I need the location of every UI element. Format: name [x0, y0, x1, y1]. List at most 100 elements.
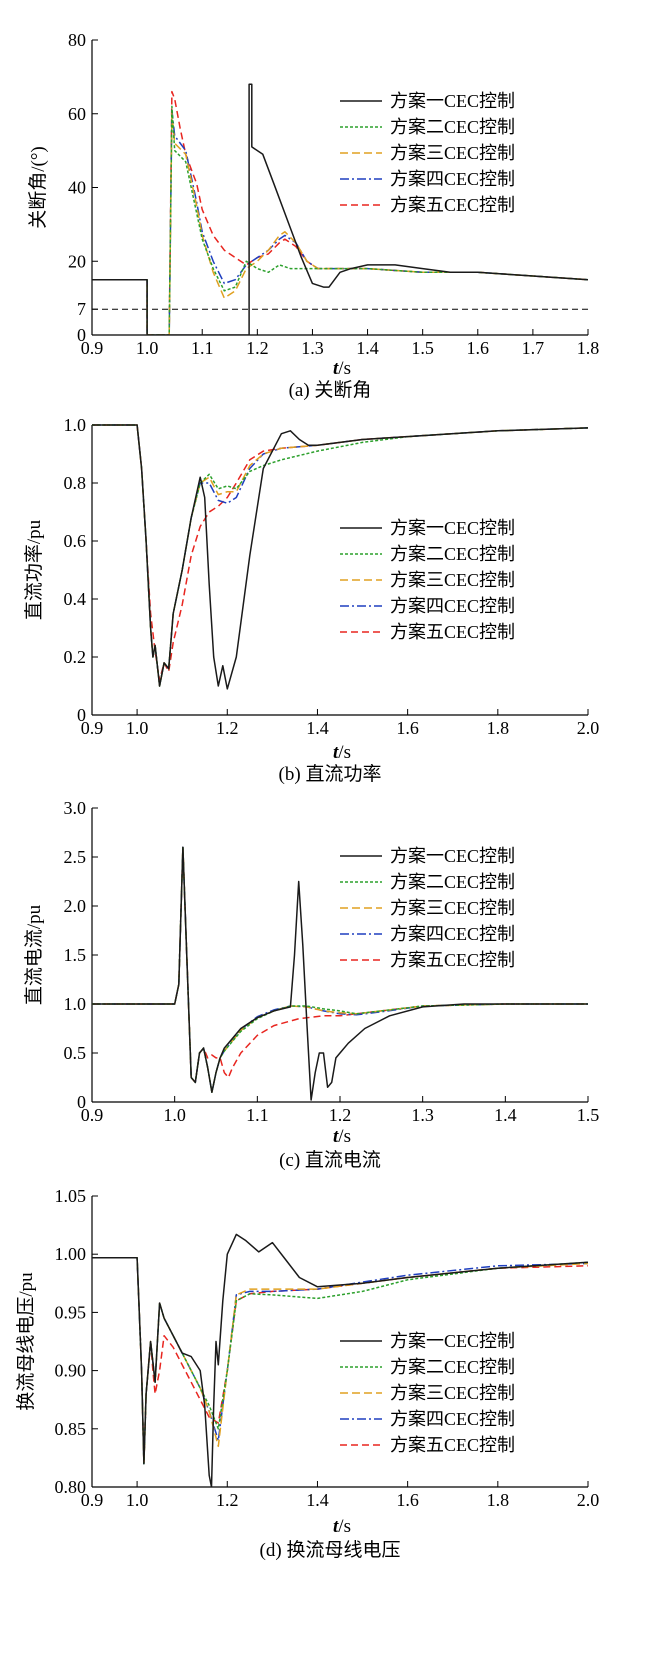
y-tick-label: 7: [77, 299, 86, 319]
y-tick-label: 0.90: [55, 1361, 87, 1381]
x-tick-label: 1.3: [301, 338, 324, 358]
legend-label-1: 方案一CEC控制: [390, 91, 515, 111]
series-line-5: [92, 846, 588, 1084]
x-tick-label: 1.4: [494, 1105, 517, 1125]
x-tick-label: 1.2: [216, 1490, 239, 1510]
y-tick-label: 0.85: [55, 1419, 87, 1439]
legend-label-4: 方案四CEC控制: [390, 924, 515, 944]
series-line-1: [92, 846, 588, 1101]
y-tick-label: 0.8: [64, 473, 87, 493]
y-tick-label: 1.00: [55, 1244, 87, 1264]
panel-caption: (b) 直流功率: [279, 763, 382, 785]
legend-label-5: 方案五CEC控制: [390, 1435, 515, 1455]
x-tick-label: 1.6: [396, 718, 419, 738]
chart-panel-b: 0.9 1.0 1.2 1.4 1.6 1.8 2.0 0 0.2 0.4 0.6 0.8 1.0 方案一…: [23, 415, 599, 785]
series-line-2: [92, 105, 588, 335]
x-axis-label: t/s: [333, 742, 351, 763]
y-tick-label: 0.5: [64, 1043, 87, 1063]
y-tick-label: 1.0: [64, 994, 87, 1014]
y-tick-label: 80: [68, 30, 86, 50]
x-tick-label: 1.0: [136, 338, 159, 358]
y-axis-label: 换流母线电压/pu: [15, 1272, 37, 1411]
x-axis-label-unit: /s: [338, 1126, 351, 1147]
x-axis-label-var: t: [333, 1126, 339, 1147]
series-line-1: [92, 83, 588, 335]
x-tick-label: 1.4: [306, 718, 329, 738]
x-tick-label: 1.5: [577, 1105, 600, 1125]
y-tick-label: 1.5: [64, 945, 87, 965]
x-tick-label: 1.4: [356, 338, 379, 358]
legend-label-2: 方案二CEC控制: [390, 872, 515, 892]
x-axis-label: t/s: [333, 358, 351, 379]
legend-label-5: 方案五CEC控制: [390, 622, 515, 642]
panel-caption: (d) 换流母线电压: [260, 1539, 401, 1561]
x-tick-label: 1.2: [246, 338, 269, 358]
y-tick-label: 0.80: [55, 1477, 87, 1497]
panel-caption: (a) 关断角: [289, 379, 372, 401]
y-tick-label: 0.6: [64, 531, 87, 551]
y-tick-label: 1.0: [64, 415, 87, 435]
x-axis-label-unit: /s: [338, 358, 351, 379]
chart-panel-c: 0.9 1.0 1.1 1.2 1.3 1.4 1.5 0 0.5 1.0 1.5 2.0 2.5 3.0…: [23, 798, 599, 1171]
y-tick-label: 0: [77, 705, 86, 725]
x-tick-label: 2.0: [577, 718, 600, 738]
y-tick-label: 0: [77, 325, 86, 345]
legend-label-2: 方案二CEC控制: [390, 1357, 515, 1377]
x-tick-label: 1.1: [246, 1105, 269, 1125]
x-axis-label: t/s: [333, 1516, 351, 1537]
legend-label-5: 方案五CEC控制: [390, 950, 515, 970]
y-tick-label: 3.0: [64, 798, 87, 818]
y-tick-label: 2.5: [64, 847, 87, 867]
legend-label-3: 方案三CEC控制: [390, 1383, 515, 1403]
x-tick-label: 0.9: [81, 1490, 104, 1510]
x-tick-label: 1.8: [487, 1490, 510, 1510]
chart-panel-a: 0.9 1.0 1.1 1.2 1.3 1.4 1.5 1.6 1.7 1.8 0 7 20 40 60 80…: [27, 30, 599, 401]
x-tick-label: 1.3: [411, 1105, 434, 1125]
x-tick-label: 1.1: [191, 338, 214, 358]
x-tick-label: 1.7: [522, 338, 545, 358]
y-tick-label: 0.2: [64, 647, 87, 667]
y-tick-label: 0: [77, 1092, 86, 1112]
y-tick-label: 0.4: [64, 589, 87, 609]
x-axis-label-var: t: [333, 358, 339, 379]
y-tick-label: 0.95: [55, 1302, 87, 1322]
y-tick-label: 20: [68, 251, 86, 271]
y-tick-label: 40: [68, 178, 86, 198]
x-tick-label: 1.6: [396, 1490, 419, 1510]
x-axis-label-var: t: [333, 742, 339, 763]
x-axis-label: t/s: [333, 1126, 351, 1147]
x-axis-label-unit: /s: [338, 1516, 351, 1537]
x-tick-label: 1.0: [126, 718, 149, 738]
legend-label-2: 方案二CEC控制: [390, 544, 515, 564]
series-line-5: [92, 90, 588, 335]
x-tick-label: 1.6: [467, 338, 490, 358]
legend-label-2: 方案二CEC控制: [390, 117, 515, 137]
x-tick-label: 2.0: [577, 1490, 600, 1510]
x-tick-label: 1.2: [329, 1105, 352, 1125]
legend-label-1: 方案一CEC控制: [390, 846, 515, 866]
legend-label-1: 方案一CEC控制: [390, 518, 515, 538]
x-tick-label: 0.9: [81, 338, 104, 358]
y-axis-label: 直流电流/pu: [23, 904, 45, 1005]
panel-caption: (c) 直流电流: [279, 1149, 381, 1171]
x-tick-label: 1.8: [577, 338, 600, 358]
legend-label-3: 方案三CEC控制: [390, 143, 515, 163]
x-tick-label: 1.0: [163, 1105, 186, 1125]
x-tick-label: 0.9: [81, 1105, 104, 1125]
legend-label-1: 方案一CEC控制: [390, 1331, 515, 1351]
series-line-3: [92, 1256, 588, 1465]
y-axis-label: 关断角/(°): [27, 146, 49, 229]
chart-panel-d: 0.9 1.0 1.2 1.4 1.6 1.8 2.0 0.80 0.85 0.90 0.95 1.0…: [15, 1186, 599, 1561]
series-line-1: [92, 424, 588, 690]
x-axis-label-unit: /s: [338, 742, 351, 763]
x-axis-label-var: t: [333, 1516, 339, 1537]
x-tick-label: 0.9: [81, 718, 104, 738]
y-tick-label: 60: [68, 104, 86, 124]
legend-label-3: 方案三CEC控制: [390, 570, 515, 590]
legend-label-3: 方案三CEC控制: [390, 898, 515, 918]
legend-label-4: 方案四CEC控制: [390, 596, 515, 616]
y-axis-label: 直流功率/pu: [23, 519, 45, 620]
legend-label-4: 方案四CEC控制: [390, 1409, 515, 1429]
